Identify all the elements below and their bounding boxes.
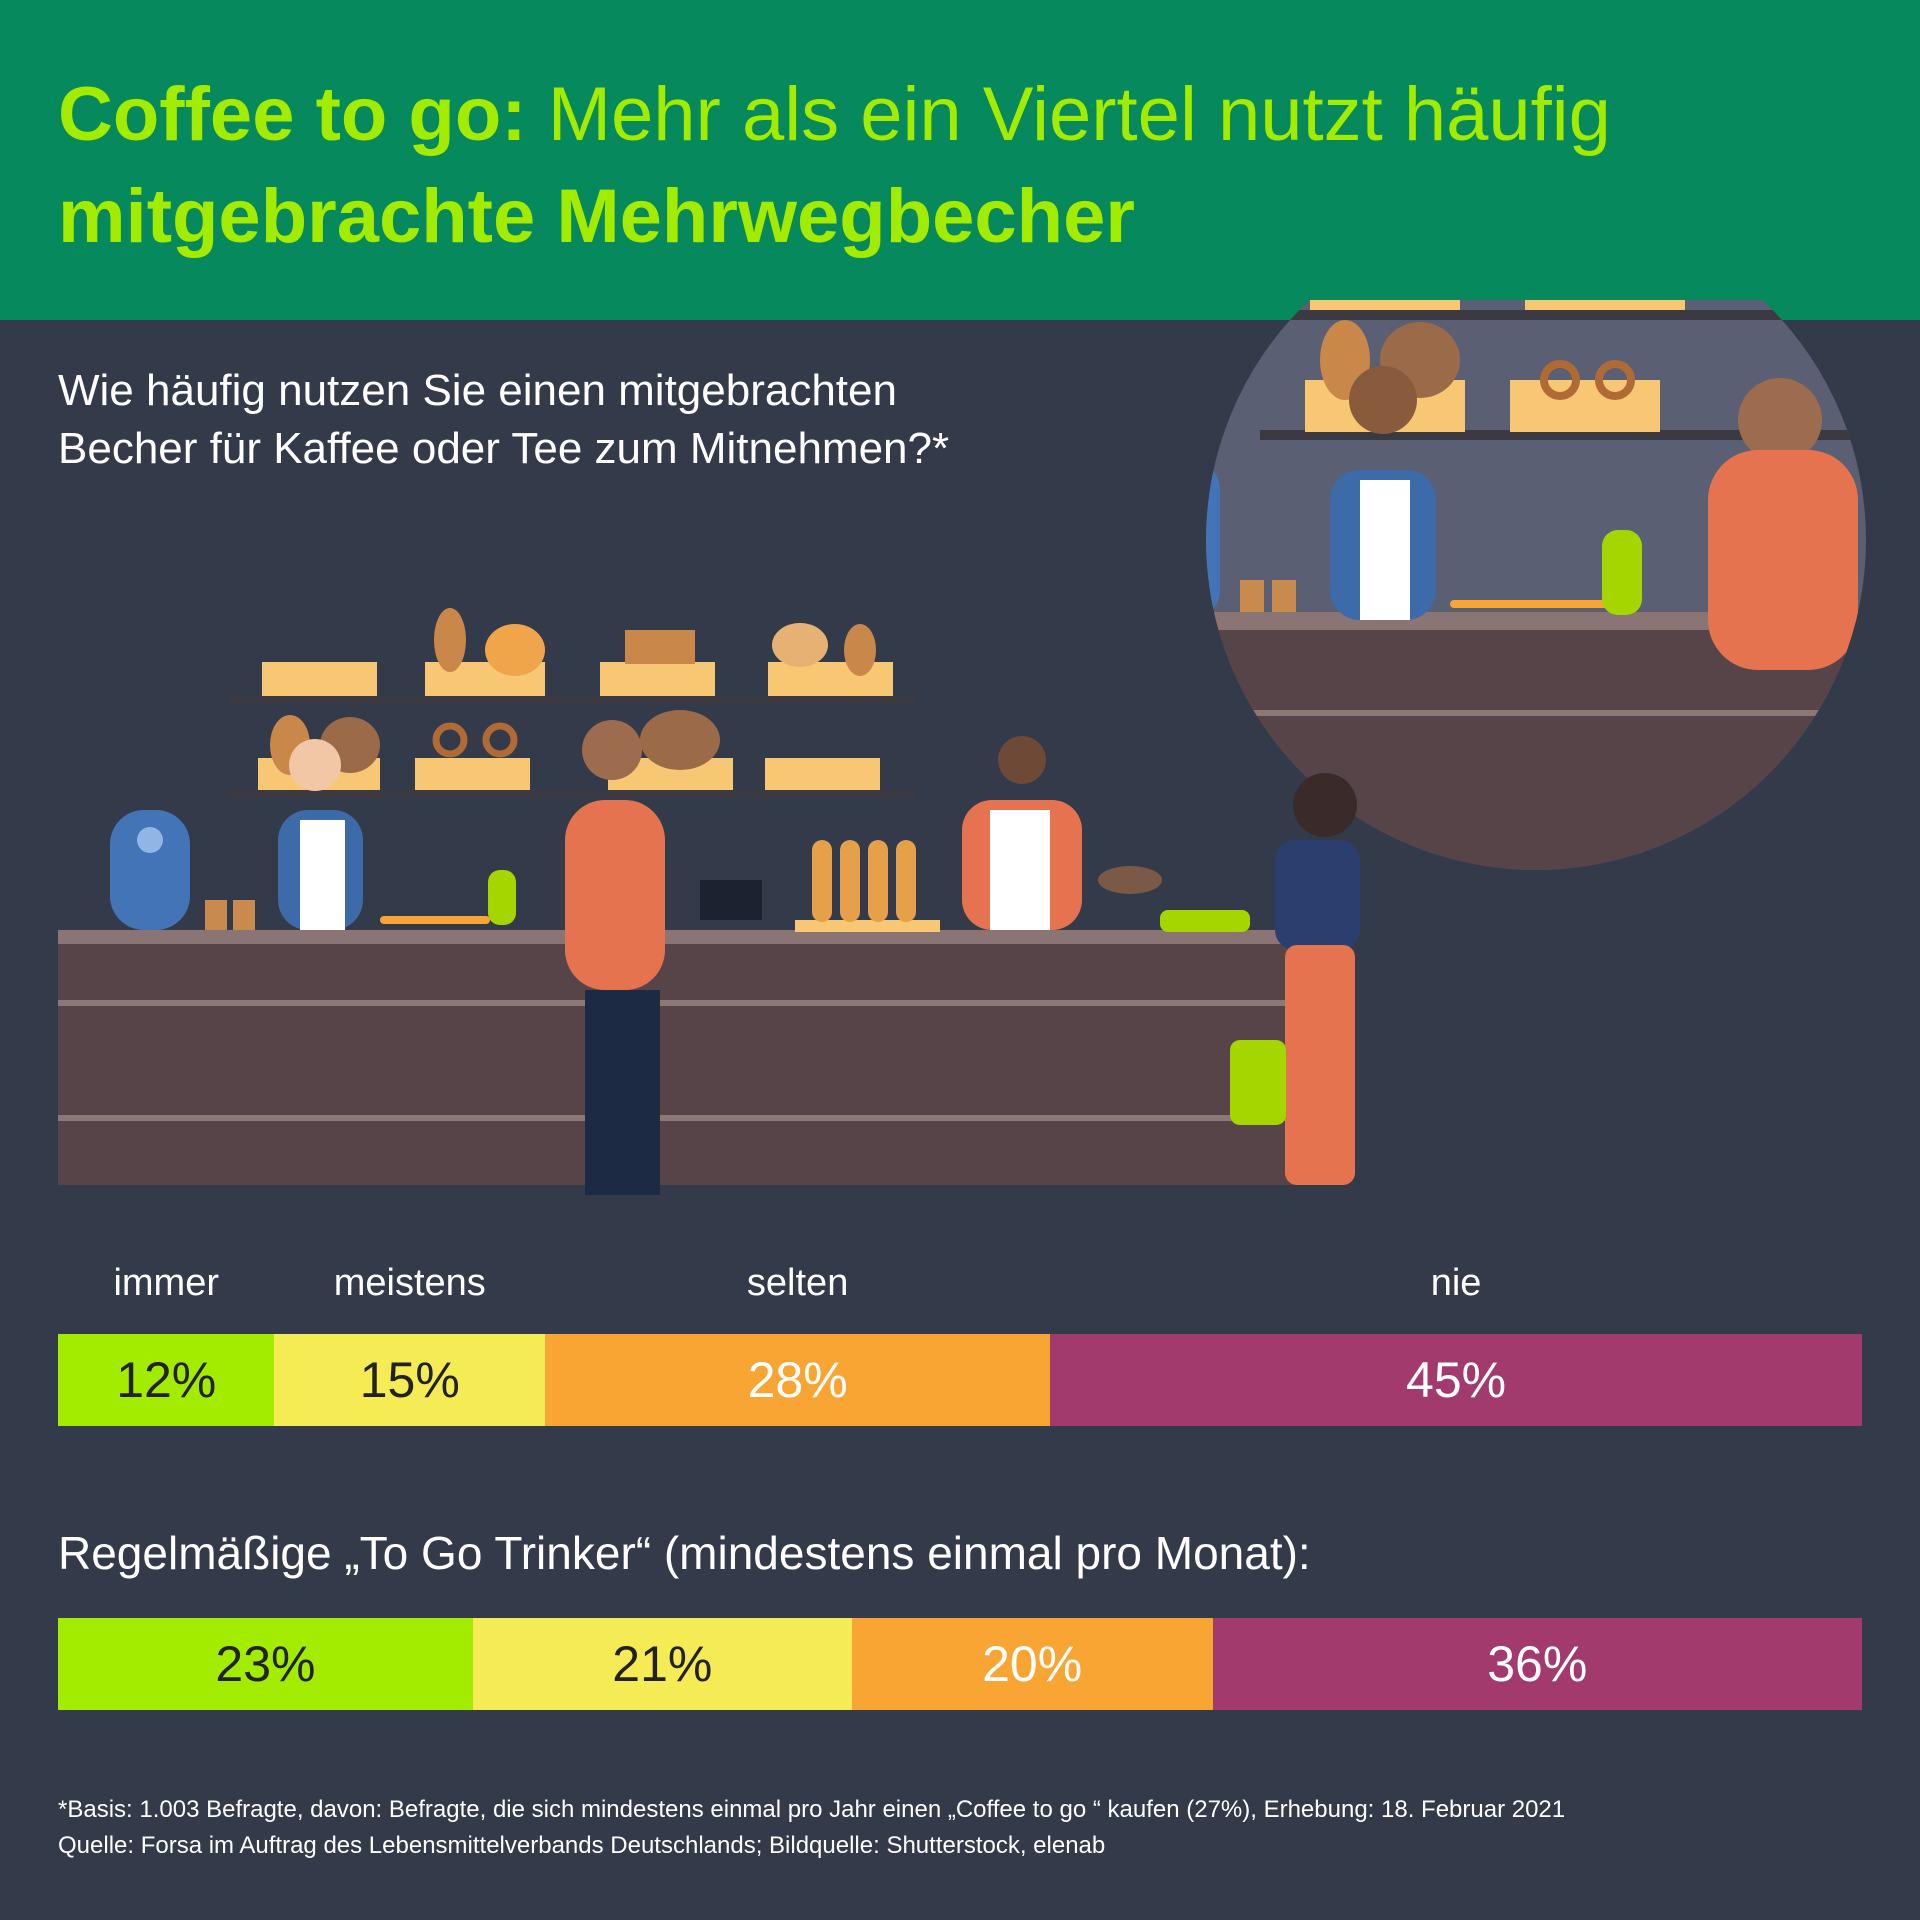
- bakery-illustration: [58, 300, 1866, 1220]
- bar-segment-nie: 36%: [1212, 1618, 1862, 1710]
- cash-register: [700, 880, 762, 920]
- customer-woman: [1230, 773, 1360, 1185]
- bar-segment-immer: 12%: [58, 1334, 275, 1426]
- customer-man: [488, 720, 665, 1195]
- chart2-title: Regelmäßige „To Go Trinker“ (mindestens …: [58, 1527, 1311, 1579]
- bar-segment-meistens: 21%: [472, 1618, 852, 1710]
- title-bold: Coffee to go:: [58, 72, 527, 157]
- title-regular: Mehr als ein Viertel nutzt häufig: [526, 72, 1611, 157]
- bread-tray: [795, 920, 940, 932]
- category-label-meistens: meistens: [333, 1262, 486, 1304]
- category-label-selten: selten: [746, 1262, 849, 1304]
- baguette: [868, 840, 888, 922]
- question-line1: Wie häufig nutzen Sie einen mitgebrachte…: [58, 366, 897, 415]
- bar-segment-immer: 23%: [58, 1618, 473, 1710]
- bar-segment-selten: 20%: [851, 1618, 1213, 1710]
- category-label-nie: nie: [1430, 1262, 1482, 1304]
- baguette: [840, 840, 860, 922]
- footnote-source: Quelle: Forsa im Auftrag des Lebensmitte…: [58, 1832, 1106, 1859]
- footnote-basis: *Basis: 1.003 Befragte, davon: Befragte,…: [58, 1796, 1566, 1823]
- bar-segment-nie: 45%: [1050, 1334, 1862, 1426]
- baguette: [896, 840, 916, 922]
- title-line2: mitgebrachte Mehrwegbecher: [58, 174, 1135, 259]
- coffee-machine: [110, 810, 255, 930]
- staff-left: [278, 739, 490, 930]
- frequency-bar: 12% 15% 28% 45%: [58, 1334, 1862, 1426]
- zoom-circle: [1206, 300, 1866, 870]
- bar-segment-selten: 28%: [545, 1334, 1051, 1426]
- category-label-immer: immer: [113, 1262, 220, 1304]
- regular-drinkers-bar: 23% 21% 20% 36%: [58, 1618, 1862, 1710]
- counter: [58, 930, 1342, 1220]
- footnote: *Basis: 1.003 Befragte, davon: Befragte,…: [58, 1792, 1565, 1864]
- page-title: Coffee to go: Mehr als ein Viertel nutzt…: [58, 64, 1658, 268]
- header-banner: [0, 0, 1920, 320]
- survey-question: Wie häufig nutzen Sie einen mitgebrachte…: [58, 362, 1058, 478]
- bar-segment-meistens: 15%: [274, 1334, 546, 1426]
- shelves: [230, 608, 915, 798]
- staff-right: [962, 736, 1250, 932]
- baguette: [812, 840, 832, 922]
- question-line2: Becher für Kaffee oder Tee zum Mitnehmen…: [58, 424, 950, 473]
